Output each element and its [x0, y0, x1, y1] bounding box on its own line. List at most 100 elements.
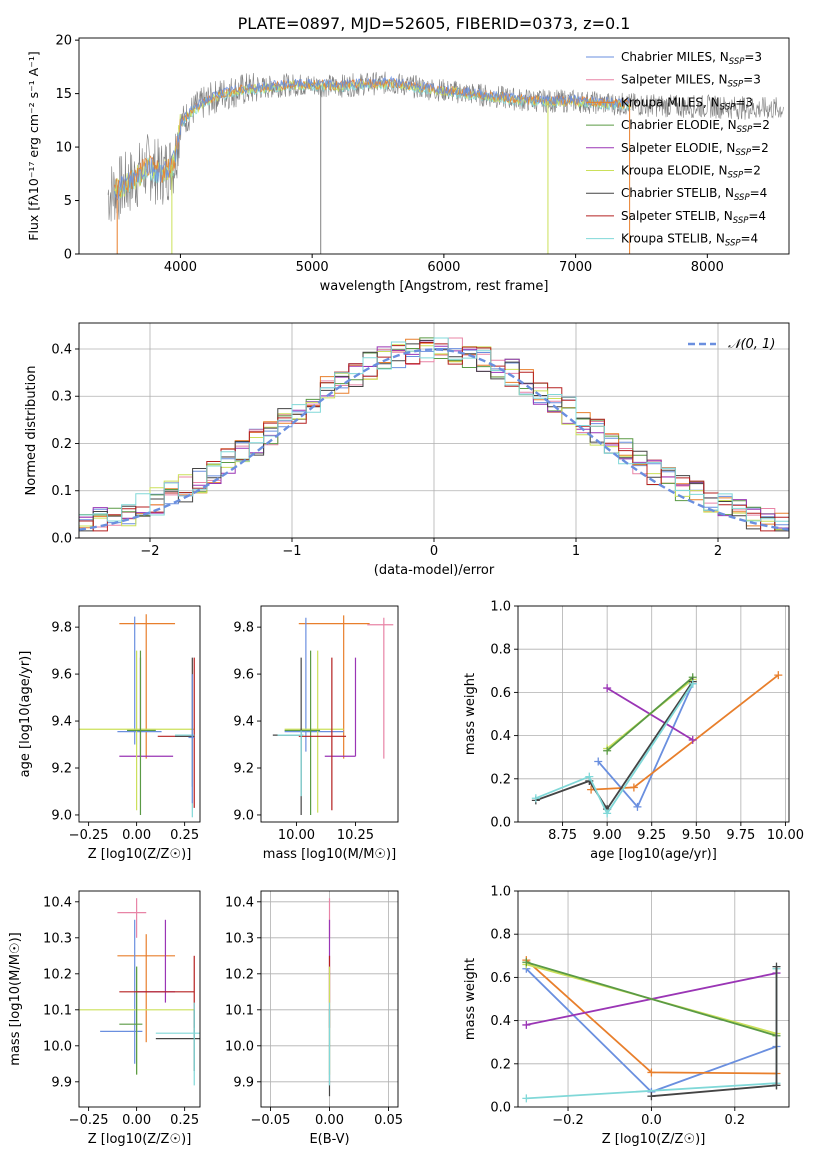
legend-label: Salpeter STELIB, NSSP=4 — [621, 209, 766, 226]
y-tick-label: 9.6 — [51, 668, 72, 683]
x-axis-label: wavelength [Angstrom, rest frame] — [320, 279, 549, 294]
y-tick-label: 10.0 — [225, 1039, 254, 1054]
mass_vs_Z-panel: −0.25 0.00 0.25 9.9 10.0 10.1 10.2 10.3 10.4 Z [l… — [8, 890, 201, 1147]
x-tick-label: 0.0 — [641, 1113, 662, 1128]
y-tick-label: 9.4 — [51, 715, 72, 730]
y-tick-label: 1.0 — [490, 600, 511, 615]
x-tick-label: 0 — [430, 544, 438, 559]
axes-frame — [78, 890, 201, 1108]
weight-series-line — [526, 961, 777, 1037]
errorbar-layer — [272, 615, 394, 815]
legend-label: Chabrier STELIB, NSSP=4 — [621, 186, 767, 203]
y-tick-label: 5 — [64, 194, 72, 209]
y-tick-label: 10.3 — [225, 931, 254, 946]
y-tick-label: 9.6 — [233, 668, 254, 683]
y-tick-label: 0.4 — [490, 1014, 511, 1029]
x-tick-label: 4000 — [164, 260, 197, 275]
weight-lines-layer — [522, 956, 781, 1103]
x-tick-label: 0.00 — [315, 1113, 344, 1128]
weight-point-marker — [603, 684, 612, 693]
x-tick-label: −0.05 — [251, 1113, 291, 1128]
x-tick-label: 6000 — [427, 260, 460, 275]
y-tick-label: 0.8 — [490, 928, 511, 943]
x-tick-label: 9.50 — [682, 828, 711, 843]
y-tick-label: 9.4 — [233, 715, 254, 730]
y-tick-label: 10 — [55, 141, 72, 156]
x-tick-label: 9.75 — [726, 828, 755, 843]
weight-point-marker — [594, 757, 603, 766]
x-tick-label: 8000 — [691, 260, 724, 275]
y-tick-label: 0.2 — [51, 437, 72, 452]
x-tick-label: 0.05 — [374, 1113, 403, 1128]
y-axis-label: Flux [fλ10⁻¹⁷ erg cm⁻² s⁻¹ A⁻¹] — [26, 51, 41, 240]
x-axis-label: Z [log10(Z/Z☉)] — [602, 1132, 706, 1147]
y-axis-label: mass weight — [463, 958, 478, 1040]
x-tick-label: 10.00 — [278, 828, 315, 843]
x-tick-label: 9.00 — [593, 828, 622, 843]
weight-point-marker — [772, 1081, 781, 1090]
x-axis-label: mass [log10(M/M☉)] — [263, 847, 396, 862]
legend-label: Kroupa MILES, NSSP=3 — [621, 95, 753, 112]
errorbar-layer — [79, 614, 195, 818]
observed-spectrum-line — [107, 71, 784, 222]
x-tick-label: −2 — [140, 544, 159, 559]
weight-point-marker — [585, 772, 594, 781]
x-tick-label: 5000 — [296, 260, 329, 275]
weight-point-marker — [647, 1092, 656, 1101]
y-axis-label: age [log10(age/yr)] — [18, 651, 33, 778]
legend-label: Chabrier MILES, NSSP=3 — [621, 50, 762, 67]
y-tick-label: 10.2 — [225, 967, 254, 982]
x-tick-label: 0.00 — [122, 1113, 151, 1128]
y-tick-label: 15 — [55, 87, 72, 102]
y-axis-label: Normed distribution — [24, 366, 39, 496]
y-tick-label: 20 — [55, 34, 72, 49]
axes-frame — [517, 605, 790, 823]
y-tick-label: 9.2 — [233, 762, 254, 777]
axes-frame — [78, 37, 790, 255]
mass_vs_EBV-panel: −0.05 0.00 0.05 9.9 10.0 10.1 10.2 10.3 10.4 E(B-… — [225, 890, 403, 1147]
weight_vs_age-panel: 8.75 9.00 9.25 9.50 9.75 10.00 0.0 0.2 0.4 0.6 0.8… — [463, 600, 804, 863]
axes-frame — [78, 605, 201, 823]
weight-series-line — [606, 676, 694, 752]
y-tick-label: 10.2 — [43, 967, 72, 982]
model-spectrum-line — [114, 79, 632, 199]
x-axis-label: Z [log10(Z/Z☉)] — [88, 1132, 192, 1147]
figure-title: PLATE=0897, MJD=52605, FIBERID=0373, z=0… — [238, 14, 631, 33]
x-tick-label: 2 — [714, 544, 722, 559]
y-tick-label: 10.1 — [225, 1003, 254, 1018]
weight-point-marker — [647, 1068, 656, 1077]
y-tick-label: 9.0 — [51, 808, 72, 823]
spectrum-legend: Chabrier MILES, NSSP=3 Salpeter MILES, NS… — [586, 50, 770, 249]
y-tick-label: 9.8 — [51, 621, 72, 636]
y-tick-label: 10.1 — [43, 1003, 72, 1018]
x-tick-label: 0.25 — [170, 828, 199, 843]
y-tick-label: 9.9 — [51, 1075, 72, 1090]
y-tick-label: 9.0 — [233, 808, 254, 823]
weight-point-marker — [688, 735, 697, 744]
weight-point-marker — [603, 746, 612, 755]
model-spectrum-line — [114, 75, 632, 201]
y-tick-label: 10.4 — [225, 895, 254, 910]
weight-lines-layer — [531, 671, 783, 818]
y-tick-label: 9.2 — [51, 762, 72, 777]
y-tick-label: 0.2 — [490, 1057, 511, 1072]
axes-frame — [517, 890, 790, 1108]
x-tick-label: 1 — [572, 544, 580, 559]
histogram-step-line — [79, 337, 789, 522]
x-tick-label: −1 — [282, 544, 301, 559]
legend-label: Kroupa STELIB, NSSP=4 — [621, 232, 758, 249]
weight-series-line — [651, 1084, 777, 1098]
y-tick-label: 9.9 — [233, 1075, 254, 1090]
y-tick-label: 0.2 — [490, 772, 511, 787]
weight-point-marker — [688, 679, 697, 688]
histogram-layer — [78, 337, 790, 532]
y-tick-label: 10.4 — [43, 895, 72, 910]
axes-frame — [260, 605, 399, 823]
x-tick-label: 0.25 — [170, 1113, 199, 1128]
y-tick-label: 0.0 — [490, 816, 511, 831]
y-tick-label: 0.0 — [490, 1101, 511, 1116]
weight-series-line — [535, 683, 694, 816]
x-tick-label: 8.75 — [548, 828, 577, 843]
weight_vs_Z-panel: −0.2 0.0 0.2 0.0 0.2 0.4 0.6 0.8 1.0 Z [log10(Z/Z… — [463, 885, 790, 1147]
